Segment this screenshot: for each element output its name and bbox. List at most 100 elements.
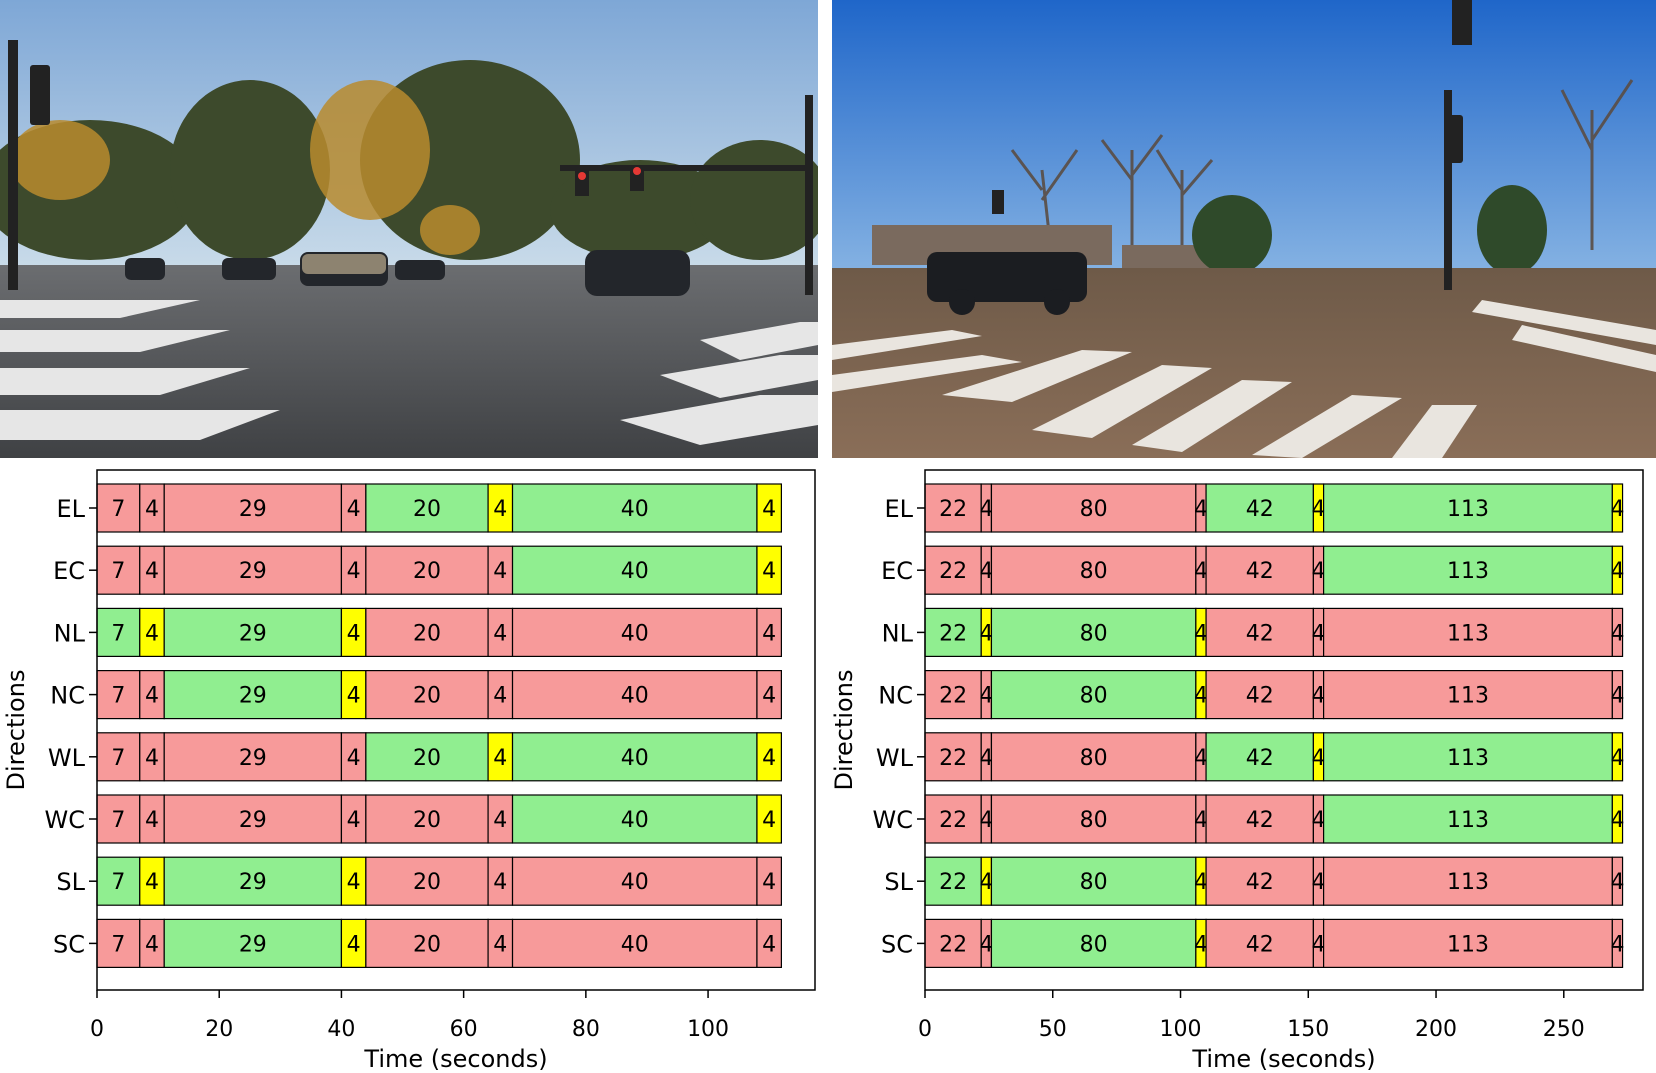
direction-label-el: EL xyxy=(884,495,913,523)
segment-label: 4 xyxy=(762,684,776,709)
segment-el-1 xyxy=(96,483,141,533)
x-tick-label: 0 xyxy=(918,1017,932,1042)
segment-nc-8 xyxy=(1611,670,1624,720)
segment-label: 42 xyxy=(1246,808,1274,833)
segment-label: 7 xyxy=(111,559,125,584)
segment-label: 40 xyxy=(621,808,649,833)
segment-label: 4 xyxy=(145,497,159,522)
segment-sc-4 xyxy=(340,918,367,968)
segment-wc-4 xyxy=(340,794,367,844)
segment-sl-8 xyxy=(756,856,782,906)
segment-wc-5 xyxy=(365,794,489,844)
segment-label: 80 xyxy=(1080,497,1108,522)
segment-sc-5 xyxy=(365,918,489,968)
segment-label: 4 xyxy=(493,932,507,957)
segment-label: 22 xyxy=(939,497,967,522)
segment-label: 4 xyxy=(1311,746,1325,771)
segment-wc-1 xyxy=(924,794,982,844)
segment-label: 42 xyxy=(1246,559,1274,584)
segment-ec-6 xyxy=(487,545,514,595)
segment-label: 4 xyxy=(1311,932,1325,957)
segment-label: 4 xyxy=(1610,559,1624,584)
segment-label: 80 xyxy=(1080,559,1108,584)
segment-label: 4 xyxy=(145,746,159,771)
segment-sc-2 xyxy=(139,918,165,968)
segment-label: 20 xyxy=(413,497,441,522)
segment-label: 4 xyxy=(145,559,159,584)
segment-label: 4 xyxy=(347,932,361,957)
segment-label: 20 xyxy=(413,684,441,709)
segment-nc-7 xyxy=(1323,670,1613,720)
segment-label: 20 xyxy=(413,932,441,957)
segment-nc-1 xyxy=(924,670,982,720)
segment-ec-1 xyxy=(96,545,141,595)
segment-label: 22 xyxy=(939,684,967,709)
segment-label: 113 xyxy=(1447,684,1489,709)
x-tick-label: 40 xyxy=(327,1017,355,1042)
segment-label: 20 xyxy=(413,559,441,584)
segment-label: 4 xyxy=(1194,684,1208,709)
segment-wl-7 xyxy=(511,732,758,782)
segment-label: 20 xyxy=(413,746,441,771)
segment-ec-7 xyxy=(1323,545,1613,595)
segment-ec-2 xyxy=(139,545,165,595)
segment-nc-1 xyxy=(96,670,141,720)
segment-label: 4 xyxy=(979,559,993,584)
segment-label: 29 xyxy=(239,870,267,895)
direction-label-nc: NC xyxy=(50,682,85,710)
segment-nl-3 xyxy=(163,607,343,657)
segment-label: 113 xyxy=(1447,497,1489,522)
segment-nc-7 xyxy=(511,670,758,720)
segment-nc-3 xyxy=(990,670,1197,720)
segment-wc-3 xyxy=(163,794,343,844)
segment-sl-3 xyxy=(163,856,343,906)
segment-sl-1 xyxy=(96,856,141,906)
segment-label: 4 xyxy=(1610,746,1624,771)
direction-label-wc: WC xyxy=(873,806,914,834)
segment-ec-3 xyxy=(990,545,1197,595)
signal-timing-chart-left: 7 4 29 4 20 4 40 4 7 4 29 4 20 4 40 4 7 4 29 4 20 4 40 4 7 4 29 4 20… xyxy=(0,462,828,1073)
segment-sl-4 xyxy=(340,856,367,906)
segment-label: 4 xyxy=(1610,808,1624,833)
direction-label-nl: NL xyxy=(54,619,86,647)
segment-label: 4 xyxy=(145,870,159,895)
segment-label: 4 xyxy=(493,808,507,833)
segment-label: 4 xyxy=(979,932,993,957)
segment-el-6 xyxy=(487,483,514,533)
segment-wc-3 xyxy=(990,794,1197,844)
segment-label: 22 xyxy=(939,621,967,646)
segment-label: 4 xyxy=(1311,870,1325,895)
intersection-photo-right xyxy=(832,0,1656,458)
segment-sl-6 xyxy=(487,856,514,906)
segment-ec-1 xyxy=(924,545,982,595)
segment-sl-7 xyxy=(511,856,758,906)
direction-label-ec: EC xyxy=(53,557,85,585)
segment-label: 22 xyxy=(939,559,967,584)
segment-wc-7 xyxy=(1323,794,1613,844)
segment-label: 4 xyxy=(1194,870,1208,895)
segment-label: 29 xyxy=(239,932,267,957)
plot-frame xyxy=(96,469,816,991)
segment-label: 4 xyxy=(347,870,361,895)
x-tick-label: 80 xyxy=(572,1017,600,1042)
segment-nc-6 xyxy=(487,670,514,720)
x-axis-label: Time (seconds) xyxy=(1191,1045,1375,1073)
segment-label: 4 xyxy=(347,808,361,833)
segment-label: 113 xyxy=(1447,559,1489,584)
segment-label: 7 xyxy=(111,684,125,709)
segment-sc-3 xyxy=(990,918,1197,968)
segment-label: 22 xyxy=(939,870,967,895)
segment-label: 4 xyxy=(493,746,507,771)
segment-ec-8 xyxy=(756,545,782,595)
segment-label: 29 xyxy=(239,621,267,646)
segment-label: 29 xyxy=(239,497,267,522)
segment-nl-8 xyxy=(756,607,782,657)
segment-label: 4 xyxy=(979,621,993,646)
segment-nl-5 xyxy=(1205,607,1314,657)
segment-ec-3 xyxy=(163,545,343,595)
x-axis-label: Time (seconds) xyxy=(363,1045,547,1073)
segment-label: 4 xyxy=(762,497,776,522)
segment-label: 40 xyxy=(621,559,649,584)
segment-nc-5 xyxy=(365,670,489,720)
segment-sc-3 xyxy=(163,918,343,968)
